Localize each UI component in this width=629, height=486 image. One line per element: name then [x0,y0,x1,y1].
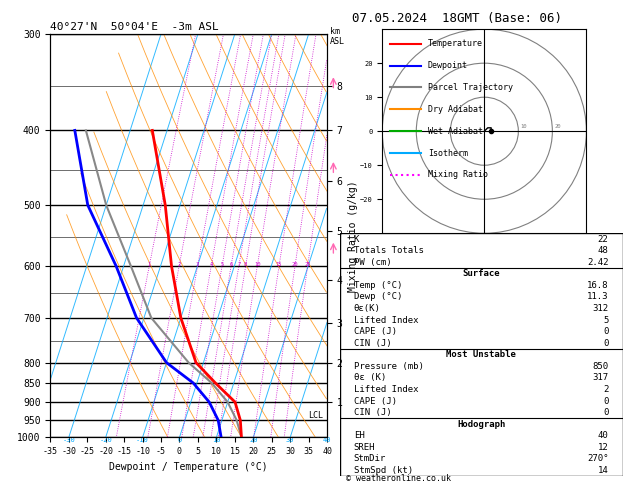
Text: Dewp (°C): Dewp (°C) [353,293,402,301]
Text: Isotherm: Isotherm [428,149,468,157]
Text: StmSpd (kt): StmSpd (kt) [353,466,413,475]
Text: 5: 5 [220,262,224,267]
Text: CAPE (J): CAPE (J) [353,327,397,336]
Text: SREH: SREH [353,443,376,452]
Text: 10: 10 [520,124,526,129]
Text: CAPE (J): CAPE (J) [353,397,397,405]
Text: 11.3: 11.3 [587,293,609,301]
Text: Dewpoint: Dewpoint [428,61,468,70]
Text: Dry Adiabat: Dry Adiabat [428,105,482,114]
Text: Mixing Ratio: Mixing Ratio [428,171,487,179]
Text: Parcel Trajectory: Parcel Trajectory [428,83,513,92]
Text: 20: 20 [554,124,560,129]
Text: 48: 48 [598,246,609,255]
Text: θε(K): θε(K) [353,304,381,313]
Text: 8: 8 [244,262,247,267]
Text: Most Unstable: Most Unstable [446,350,516,359]
Text: 07.05.2024  18GMT (Base: 06): 07.05.2024 18GMT (Base: 06) [352,12,562,25]
Text: -10: -10 [136,437,149,443]
Text: Lifted Index: Lifted Index [353,315,418,325]
Text: K: K [353,235,359,243]
Text: 1: 1 [148,262,151,267]
Text: Totals Totals: Totals Totals [353,246,424,255]
Text: 20: 20 [249,437,257,443]
Text: -20: -20 [99,437,112,443]
Text: 15: 15 [276,262,282,267]
Text: 0: 0 [177,437,182,443]
Text: PW (cm): PW (cm) [353,258,391,267]
Text: Wet Adiabat: Wet Adiabat [428,127,482,136]
Text: 40°27'N  50°04'E  -3m ASL: 40°27'N 50°04'E -3m ASL [50,22,219,32]
Text: 22: 22 [598,235,609,243]
Text: 6: 6 [230,262,233,267]
Text: Hodograph: Hodograph [457,420,505,429]
Text: Lifted Index: Lifted Index [353,385,418,394]
Text: θε (K): θε (K) [353,373,386,382]
Text: LCL: LCL [308,411,323,420]
Text: 0: 0 [603,408,609,417]
Text: Pressure (mb): Pressure (mb) [353,362,424,371]
Text: 40: 40 [323,437,331,443]
Text: 14: 14 [598,466,609,475]
Text: 10: 10 [254,262,260,267]
Text: 7: 7 [237,262,240,267]
Text: 317: 317 [593,373,609,382]
Text: CIN (J): CIN (J) [353,408,391,417]
Text: Temp (°C): Temp (°C) [353,281,402,290]
X-axis label: Dewpoint / Temperature (°C): Dewpoint / Temperature (°C) [109,462,268,472]
Text: 3: 3 [196,262,199,267]
Text: 2: 2 [603,385,609,394]
Text: Surface: Surface [462,269,500,278]
Text: 25: 25 [304,262,311,267]
Text: CIN (J): CIN (J) [353,339,391,347]
Text: 12: 12 [598,443,609,452]
Text: 312: 312 [593,304,609,313]
Text: 2: 2 [177,262,181,267]
Text: 2.42: 2.42 [587,258,609,267]
Text: 10: 10 [212,437,221,443]
Text: 30: 30 [286,437,294,443]
Text: 16.8: 16.8 [587,281,609,290]
Text: 5: 5 [603,315,609,325]
Text: 850: 850 [593,362,609,371]
Text: 270°: 270° [587,454,609,464]
Text: 0: 0 [603,339,609,347]
Text: 40: 40 [598,431,609,440]
Text: km
ASL: km ASL [330,27,345,46]
Text: © weatheronline.co.uk: © weatheronline.co.uk [346,474,451,483]
Text: -30: -30 [62,437,75,443]
Text: EH: EH [353,431,365,440]
Text: 20: 20 [292,262,298,267]
Y-axis label: Mixing Ratio (g/kg): Mixing Ratio (g/kg) [348,180,359,292]
Text: 4: 4 [209,262,213,267]
Text: 0: 0 [603,327,609,336]
FancyBboxPatch shape [340,233,623,476]
Text: 0: 0 [603,397,609,405]
X-axis label: kt: kt [479,250,489,260]
Text: Temperature: Temperature [428,39,482,48]
Text: StmDir: StmDir [353,454,386,464]
